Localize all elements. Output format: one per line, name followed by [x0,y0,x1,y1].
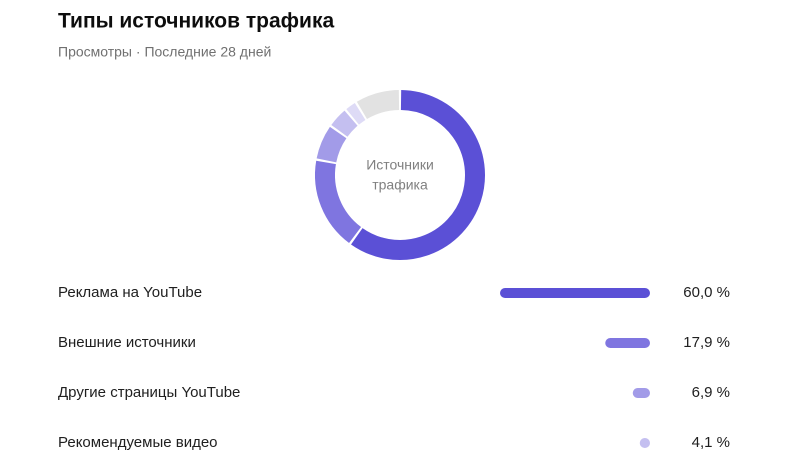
legend-label: Рекомендуемые видео [58,434,218,451]
value-label: 4,1 % [692,434,730,451]
bar [632,388,650,398]
donut-segment [315,160,362,244]
legend-label: Реклама на YouTube [58,284,202,301]
donut-segment [331,110,358,137]
donut-segment [351,90,485,260]
bar [500,288,650,298]
center-label: трафика [372,177,428,193]
value-label: 17,9 % [683,334,730,351]
value-label: 60,0 % [683,284,730,301]
chart-subtitle: Просмотры · Последние 28 дней [58,44,271,60]
donut-segment [356,90,400,120]
center-label: Источники [366,157,434,173]
legend-label: Внешние источники [58,334,196,351]
donut-segment [346,103,366,125]
bar [639,438,650,448]
bar [605,338,650,348]
chart-title: Типы источников трафика [58,10,334,33]
legend-label: Другие страницы YouTube [58,384,240,401]
donut-segment [316,126,347,163]
value-label: 6,9 % [692,384,730,401]
